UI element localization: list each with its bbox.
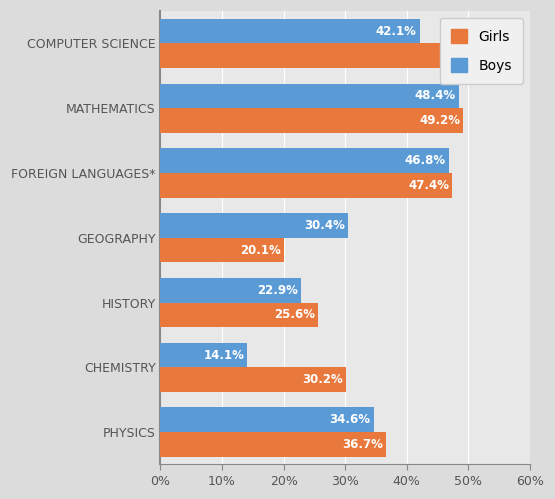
Text: 48.4%: 48.4% [415,89,456,102]
Bar [160,302,318,327]
Text: 30.2%: 30.2% [302,373,344,386]
Bar [160,238,284,262]
Text: 14.1%: 14.1% [203,348,244,361]
Text: 20.1%: 20.1% [240,244,281,256]
Bar [160,148,448,173]
Text: 47.4%: 47.4% [408,179,450,192]
Text: 34.6%: 34.6% [330,413,370,426]
Bar [160,173,452,198]
Bar [160,19,420,43]
Bar [160,343,248,367]
Legend: Girls, Boys: Girls, Boys [440,18,523,84]
Text: 36.7%: 36.7% [342,438,384,451]
Text: 25.6%: 25.6% [274,308,315,321]
Text: 30.4%: 30.4% [304,219,345,232]
Bar [160,278,301,302]
Bar [160,108,463,133]
Bar [160,213,347,238]
Text: 22.9%: 22.9% [258,284,299,297]
Bar [160,432,386,457]
Bar [160,367,346,392]
Bar [160,84,458,108]
Text: 42.1%: 42.1% [376,24,417,38]
Text: 49.2%: 49.2% [420,114,460,127]
Bar [160,43,507,68]
Bar [160,408,374,432]
Text: 46.8%: 46.8% [405,154,446,167]
Text: 56.3%: 56.3% [463,49,504,62]
